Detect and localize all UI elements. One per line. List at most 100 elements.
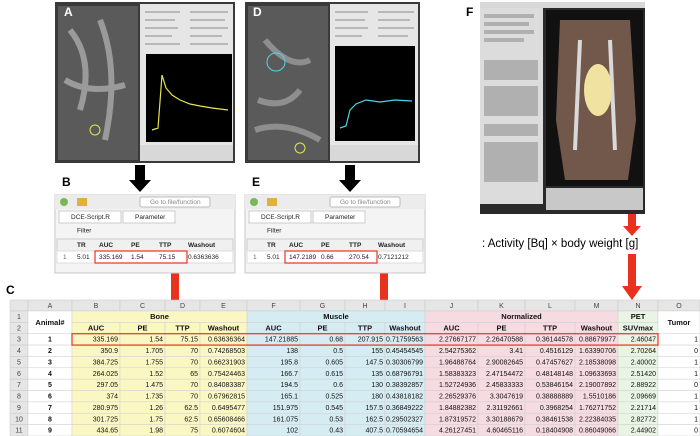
anatomy bbox=[254, 38, 322, 143]
panel-label: D bbox=[253, 5, 262, 19]
cell-value: 194.5 bbox=[280, 382, 298, 389]
sheet-corner bbox=[9, 299, 29, 312]
merged-cell bbox=[657, 310, 700, 334]
column-header: Washout bbox=[378, 242, 406, 249]
column-header: TTP bbox=[159, 242, 172, 249]
tab bbox=[248, 210, 312, 224]
panel-label: E bbox=[252, 175, 260, 189]
animal-id: 5 bbox=[48, 382, 52, 389]
row-number: 9 bbox=[17, 405, 21, 412]
cell-value: 1.54 bbox=[149, 337, 163, 344]
cell-value: 0.47457627 bbox=[536, 359, 573, 366]
cell: 0.66 bbox=[321, 254, 334, 261]
cell-value: 0.53846154 bbox=[536, 382, 573, 389]
cell-value: 0.45454545 bbox=[386, 348, 423, 355]
cell: 270.54 bbox=[349, 254, 369, 261]
cell-value: 2.82772 bbox=[631, 416, 656, 423]
cell-value: 161.075 bbox=[273, 416, 298, 423]
header-text: TTP bbox=[358, 324, 372, 333]
menu-bar bbox=[480, 2, 645, 8]
column-letter: O bbox=[676, 303, 682, 310]
header-text: AUC bbox=[88, 324, 105, 333]
cell-value: 130 bbox=[371, 382, 383, 389]
column-header: AUC bbox=[99, 242, 113, 249]
cell-value: 70 bbox=[190, 348, 198, 355]
row-number: 7 bbox=[17, 382, 21, 389]
header-text: Normalized bbox=[501, 312, 542, 321]
cell-value: 162.5 bbox=[365, 416, 383, 423]
header-text: TTP bbox=[175, 324, 189, 333]
column-letter: H bbox=[362, 303, 367, 310]
column-header: Washout bbox=[188, 242, 216, 249]
cell-value: 0 bbox=[694, 428, 698, 435]
cell: 0.6363636 bbox=[188, 254, 219, 261]
highlight bbox=[94, 250, 188, 264]
column-letter: A bbox=[48, 303, 53, 310]
row-label: 1 bbox=[253, 254, 257, 261]
cell-value: 1 bbox=[694, 371, 698, 378]
header-text: Washout bbox=[208, 324, 240, 333]
row-number: 3 bbox=[17, 337, 21, 344]
cell-value: 0.75424463 bbox=[208, 371, 245, 378]
cell-value: 1.52 bbox=[149, 371, 163, 378]
row-number: 10 bbox=[15, 416, 23, 423]
cell-value: 1 bbox=[694, 394, 698, 401]
header-text: SUVmax bbox=[623, 324, 654, 333]
cell-value: 0.5 bbox=[333, 348, 343, 355]
cell-value: 147.21885 bbox=[265, 337, 298, 344]
cell-value: 0.70594654 bbox=[386, 428, 423, 435]
cell-value: 2.88922 bbox=[631, 382, 656, 389]
cell-value: 147.5 bbox=[365, 359, 383, 366]
cell-value: 434.65 bbox=[97, 428, 119, 435]
cell-value: 3.3047619 bbox=[490, 394, 523, 401]
cell-value: 2.46047 bbox=[631, 337, 656, 344]
cell-value: 1.98 bbox=[149, 428, 163, 435]
search-box bbox=[139, 196, 211, 208]
cell-value: 1.58383323 bbox=[439, 371, 476, 378]
anatomy bbox=[63, 18, 126, 141]
cell-value: 1.75 bbox=[149, 416, 163, 423]
cell-value: 1.735 bbox=[145, 394, 163, 401]
bones bbox=[573, 39, 617, 151]
cell-value: 301.725 bbox=[93, 416, 118, 423]
header-text: PET bbox=[631, 312, 646, 321]
cell-value: 2.19007892 bbox=[579, 382, 616, 389]
filter-label: Filter bbox=[267, 228, 282, 235]
cell: 75.15 bbox=[159, 254, 176, 261]
row-number: 4 bbox=[17, 348, 21, 355]
cell-value: 0.88679977 bbox=[579, 337, 616, 344]
toolbar-icon bbox=[267, 198, 277, 206]
cell-value: 0.605 bbox=[325, 359, 343, 366]
cell-value: 180 bbox=[371, 394, 383, 401]
column-letter: C bbox=[140, 303, 145, 310]
cell-value: 1.96488764 bbox=[439, 359, 476, 366]
cell-value: 0.53 bbox=[329, 416, 343, 423]
bottom-panel bbox=[546, 188, 643, 210]
tab-label: DCE-Script.R bbox=[261, 214, 300, 221]
header-text: AUC bbox=[265, 324, 282, 333]
cell-value: 0.68796791 bbox=[386, 371, 423, 378]
cell-value: 2.31192661 bbox=[487, 405, 524, 412]
toolbar-icon bbox=[77, 198, 87, 206]
row-label: 1 bbox=[63, 254, 67, 261]
cell-value: 75 bbox=[190, 428, 198, 435]
column-letter: J bbox=[450, 303, 454, 310]
animal-id: 6 bbox=[48, 394, 52, 401]
row-number: 6 bbox=[17, 371, 21, 378]
plot bbox=[146, 54, 232, 142]
cell-value: 0.67962815 bbox=[208, 394, 245, 401]
cell-value: 2.44902 bbox=[631, 428, 656, 435]
cell-value: 0.84083387 bbox=[208, 382, 245, 389]
tab-label: Parameter bbox=[325, 214, 356, 221]
cell-value: 2.90082645 bbox=[486, 359, 523, 366]
cell-value: 0.615 bbox=[325, 371, 343, 378]
animal-id: 8 bbox=[48, 416, 52, 423]
row-number: 5 bbox=[17, 359, 21, 366]
cell-value: 374 bbox=[106, 394, 118, 401]
cell-value: 1.87319572 bbox=[439, 416, 476, 423]
cell-value: 1.26 bbox=[149, 405, 163, 412]
column-letter: K bbox=[499, 303, 504, 310]
cell-value: 1.76271752 bbox=[579, 405, 616, 412]
cell-value: 195.8 bbox=[280, 359, 298, 366]
